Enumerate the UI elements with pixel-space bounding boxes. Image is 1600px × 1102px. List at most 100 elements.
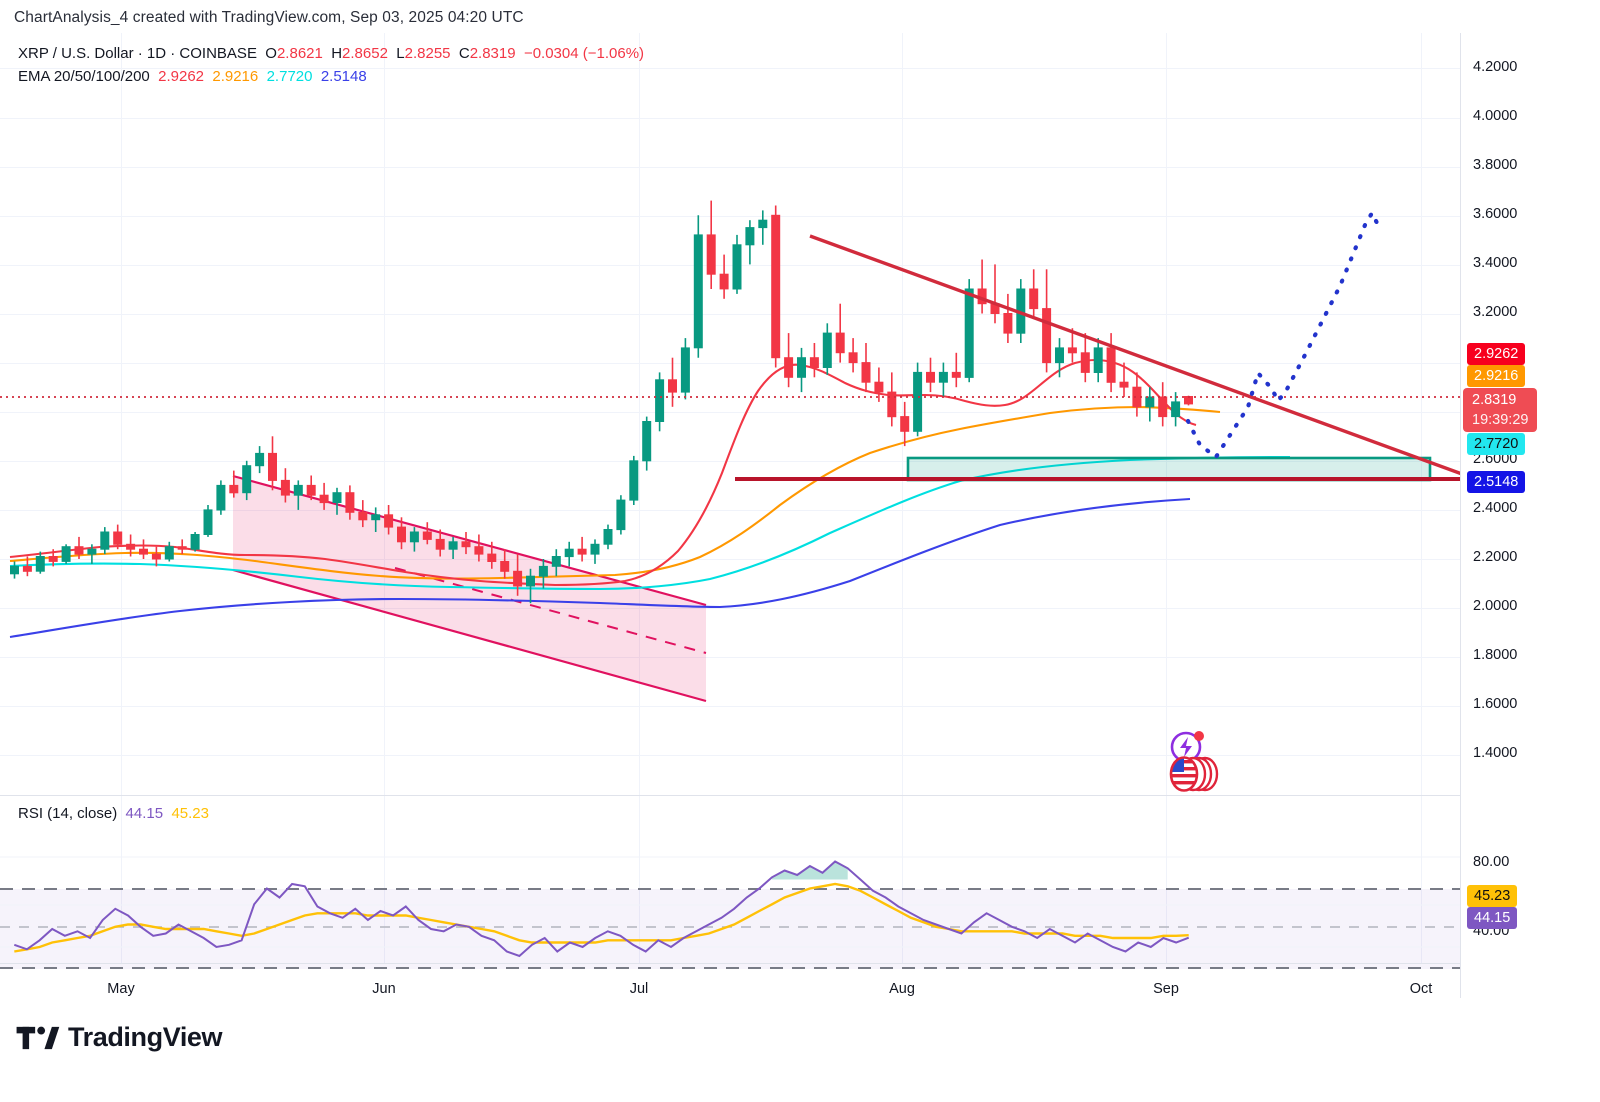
rsi-overbought-fill [772, 861, 848, 880]
gridline-vertical [1421, 33, 1422, 963]
candle-body [1119, 381, 1129, 388]
candle-body [1067, 347, 1077, 354]
price-axis-label: 2.6000 [1473, 451, 1518, 467]
ema200-line [9, 497, 1191, 639]
candle-body [745, 227, 755, 246]
candle-body [616, 499, 626, 531]
candle-body [1158, 396, 1168, 418]
candle-body [190, 534, 200, 550]
candle-body [758, 219, 768, 229]
legend-ema100-value: 2.7720 [266, 68, 313, 85]
candle-body [642, 421, 652, 462]
candle-body [668, 379, 677, 393]
descending-trendline [809, 234, 1463, 476]
ema50-price-tag: 2.9216 [1467, 365, 1526, 387]
candle-body [48, 556, 58, 562]
channel-median-line [394, 567, 707, 654]
price-axis-label: 3.6000 [1473, 206, 1518, 222]
rsi-ma-line [14, 882, 1189, 953]
price-axis-label: 2.0000 [1473, 598, 1518, 614]
candle-body [61, 546, 71, 562]
candle-body [551, 556, 561, 567]
price-axis-label: 1.4000 [1473, 745, 1518, 761]
gridline-vertical [902, 33, 903, 963]
time-axis[interactable]: May Jun Jul Aug Sep Oct [0, 963, 1460, 1009]
candle-body [603, 529, 613, 545]
ema20-line [9, 358, 1197, 587]
candle-body [719, 273, 729, 290]
price-axis-label: 3.4000 [1473, 255, 1518, 271]
legend-low-key: L [396, 45, 405, 62]
rsi-value-tag: 44.15 [1467, 907, 1518, 929]
candle-body [629, 460, 639, 501]
candle-body [74, 546, 84, 555]
gridline-horizontal [0, 118, 1460, 119]
legend-ema50-value: 2.9216 [212, 68, 259, 85]
candle-body [384, 514, 394, 528]
price-axis[interactable]: 4.2000 4.0000 3.8000 3.6000 3.4000 3.200… [1460, 33, 1600, 998]
candle-body [538, 565, 548, 577]
gridline-horizontal [0, 706, 1460, 707]
candle-body [1080, 352, 1090, 373]
gridline-horizontal [0, 167, 1460, 168]
chart-caption: ChartAnalysis_4 created with TradingView… [14, 9, 524, 26]
legend-ema-label[interactable]: EMA 20/50/100/200 [18, 68, 150, 85]
candle-body [474, 546, 484, 555]
candlestick-series [10, 200, 1193, 604]
candle-body [126, 543, 136, 550]
candle-body [926, 371, 935, 383]
candle-body [887, 391, 897, 418]
gridline-horizontal [0, 755, 1460, 756]
rsi-band-fill [0, 889, 1460, 969]
legend-close-key: C [458, 45, 470, 62]
candle-body [293, 484, 303, 496]
ema200-price-tag: 2.5148 [1467, 471, 1526, 493]
candle-body [216, 484, 226, 511]
candle-body [435, 538, 445, 550]
candle-body [22, 565, 32, 572]
rsi-legend-name[interactable]: RSI (14, close) [18, 805, 118, 822]
ema20-price-tag: 2.9262 [1467, 343, 1526, 365]
time-axis-label: Aug [889, 981, 915, 997]
tradingview-logo[interactable]: TradingView [16, 1022, 223, 1053]
legend-high-value: 2.8652 [342, 45, 388, 62]
candle-body [332, 492, 342, 504]
legend-symbol[interactable]: XRP / U.S. Dollar · 1D · COINBASE [18, 45, 257, 62]
gridline-horizontal [0, 216, 1460, 217]
price-axis-label: 4.0000 [1473, 108, 1518, 124]
candle-body [203, 509, 213, 535]
candle-body [358, 511, 368, 521]
candle-body [487, 553, 497, 562]
pink-channel-overlay [232, 474, 707, 703]
support-box-overlay [906, 456, 1432, 482]
gridline-horizontal [0, 510, 1460, 511]
candle-body [784, 357, 794, 378]
candle-body [951, 371, 961, 378]
price-axis-label: 1.6000 [1473, 696, 1518, 712]
ema100-line [9, 455, 1291, 591]
candle-body [564, 548, 574, 558]
candle-body [1042, 308, 1052, 364]
rsi-legend-ma-value: 45.23 [171, 805, 209, 822]
projection-path [1185, 208, 1381, 461]
gridline-horizontal [0, 559, 1460, 560]
price-axis-label: 2.2000 [1473, 549, 1518, 565]
legend-open-value: 2.8621 [276, 45, 323, 62]
candle-body [255, 452, 265, 467]
legend-ema200-value: 2.5148 [320, 68, 367, 85]
candle-body [577, 548, 587, 555]
candle-body [938, 371, 948, 383]
price-axis-label: 1.8000 [1473, 647, 1518, 663]
economic-event-icon[interactable] [1167, 755, 1219, 793]
candle-body [35, 556, 45, 572]
candle-body [139, 548, 148, 555]
legend-close-value: 2.8319 [469, 45, 516, 62]
candle-body [1055, 347, 1064, 364]
last-price-tag-group[interactable]: 2.8319 19:39:29 [1463, 388, 1538, 432]
rsi-line [13, 860, 1190, 958]
gridline-vertical [384, 33, 385, 963]
candle-body [732, 244, 742, 290]
candle-body [848, 352, 858, 364]
candle-body [164, 546, 174, 560]
ema100-price-tag: 2.7720 [1467, 433, 1526, 455]
